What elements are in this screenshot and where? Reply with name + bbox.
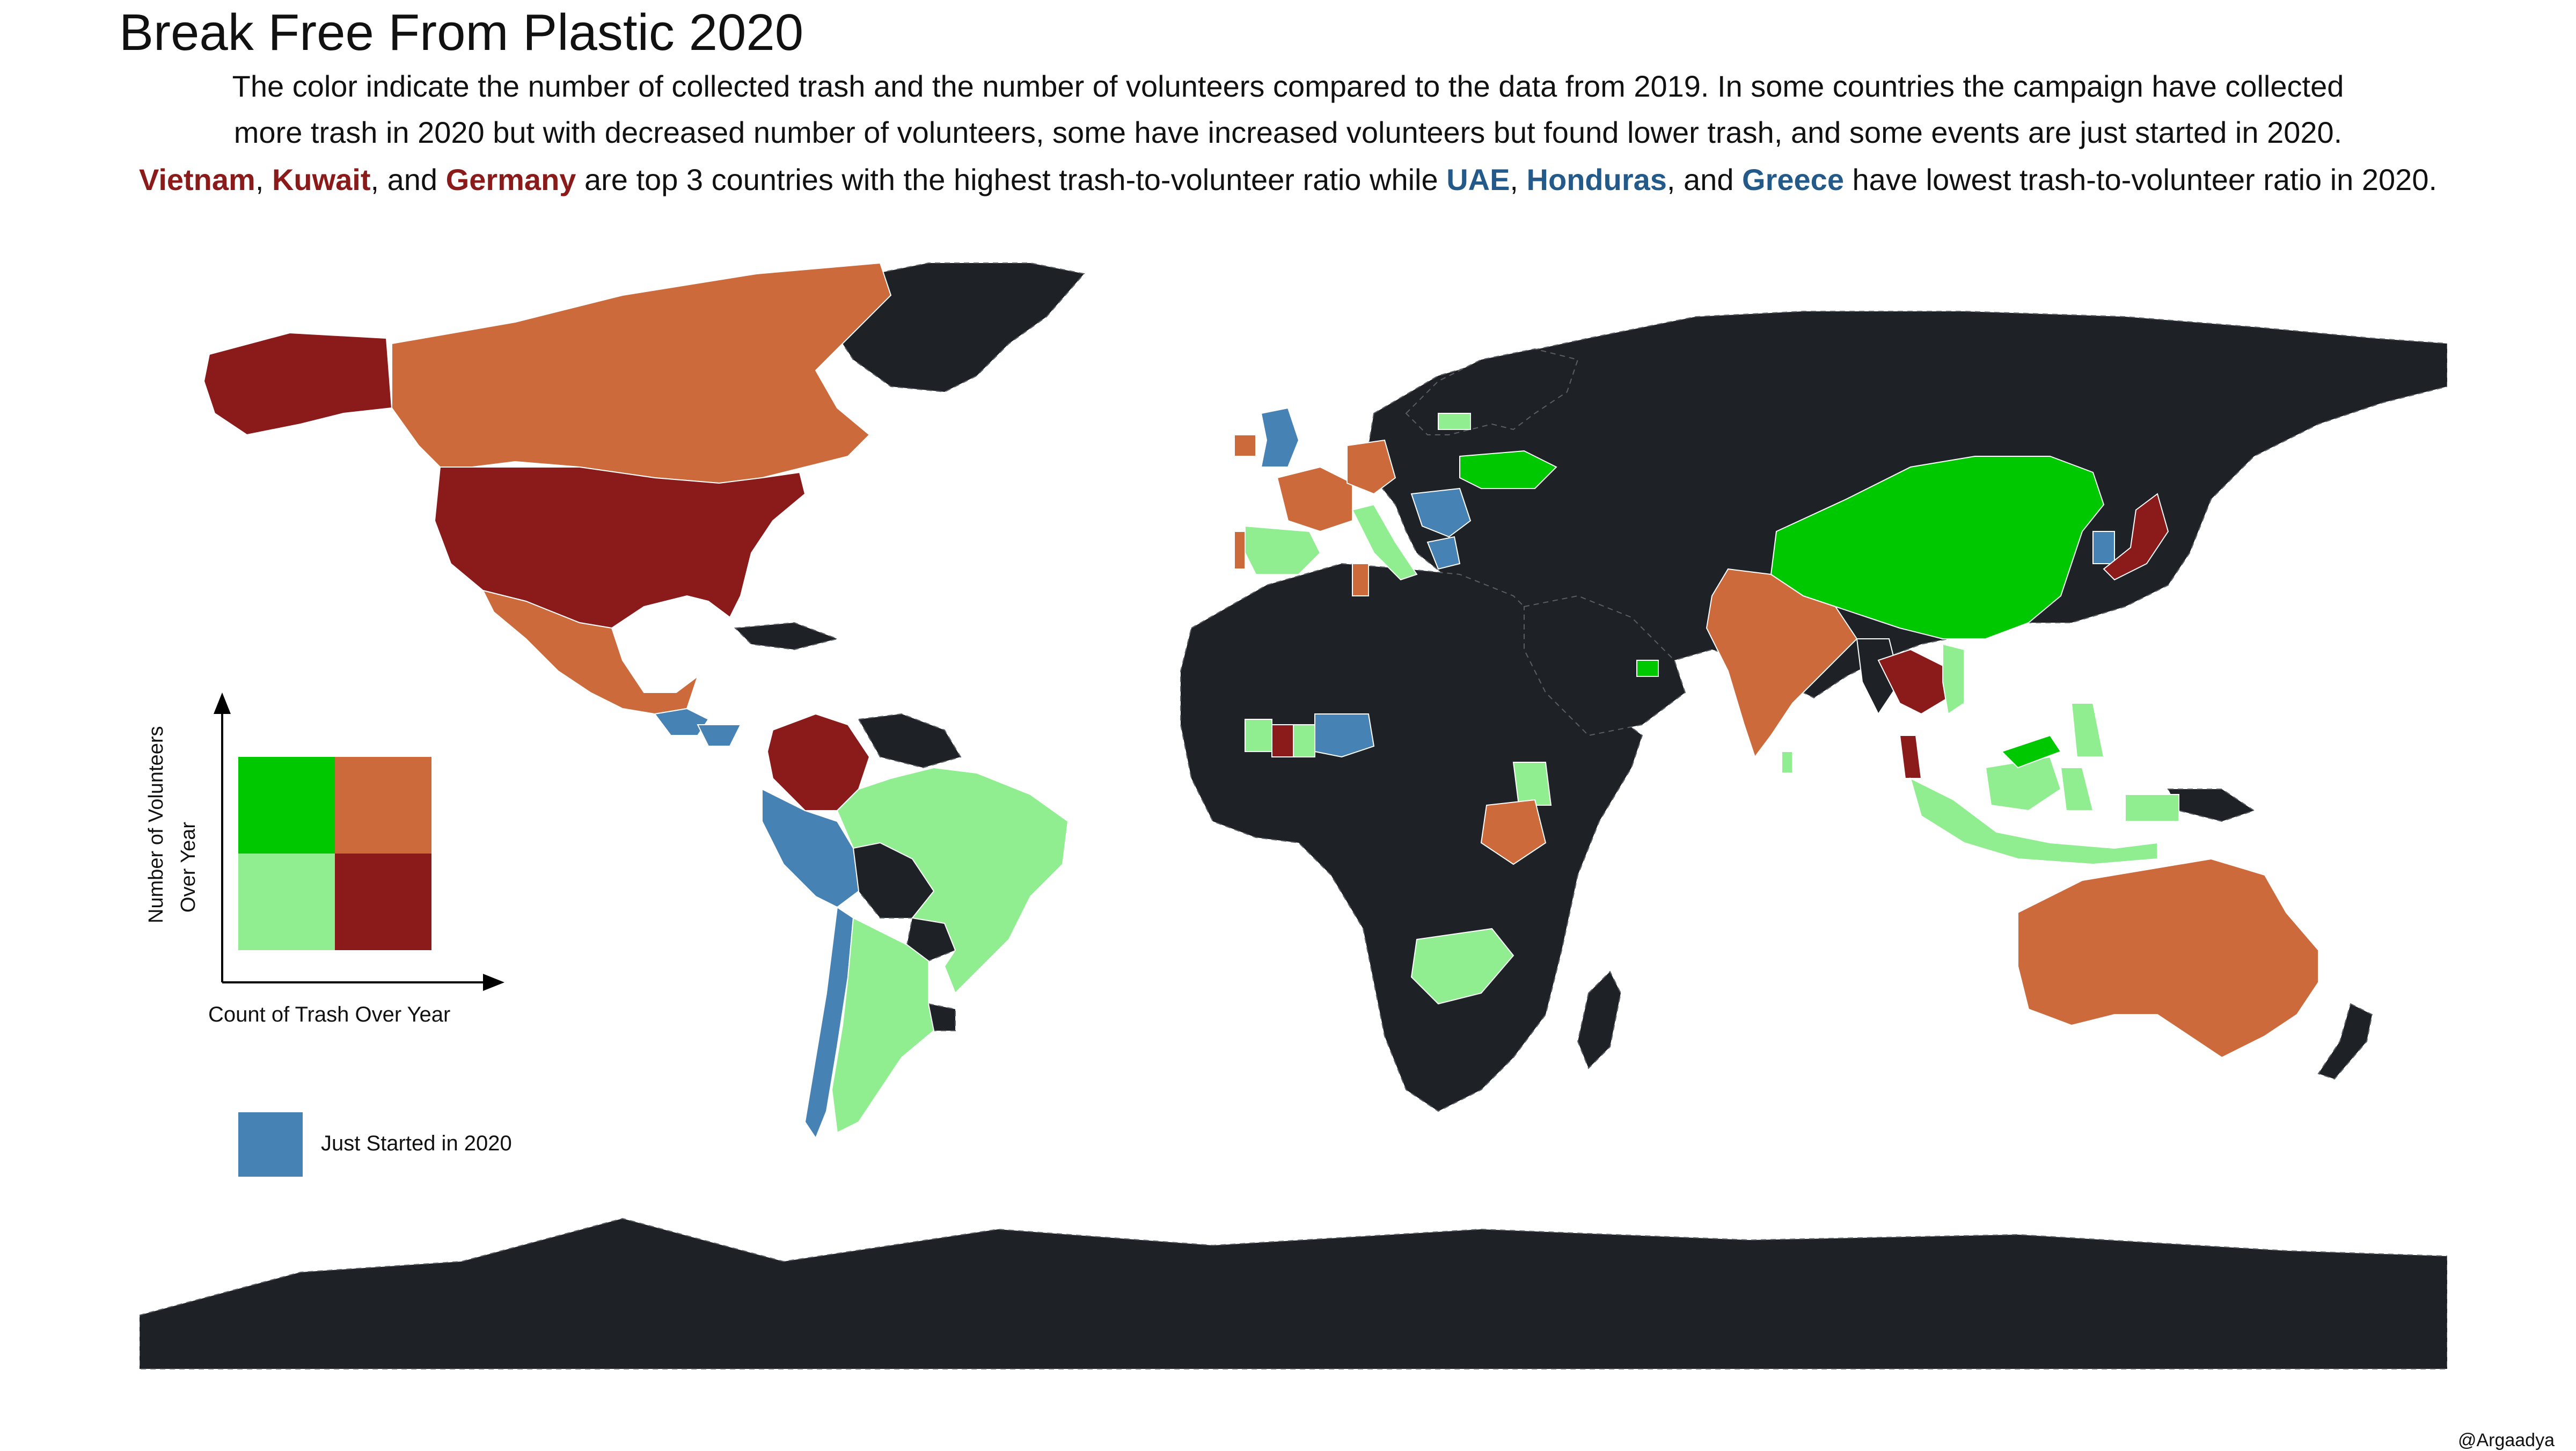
region-uk <box>1260 407 1300 468</box>
world-map <box>140 262 2447 1369</box>
legend-cell-less-volunteers-less-trash <box>238 854 335 950</box>
region-arabia <box>1524 595 1686 737</box>
subtitle-line-3: Vietnam, Kuwait, and Germany are top 3 c… <box>138 163 2438 196</box>
region-france <box>1276 466 1353 533</box>
region-greece <box>1426 536 1461 570</box>
region-sarawak <box>2001 734 2062 769</box>
region-nigeria <box>1314 713 1375 758</box>
region-argentina <box>831 917 935 1134</box>
legend-just-started-swatch <box>238 1112 303 1177</box>
region-cuba <box>734 622 839 651</box>
region-ireland <box>1234 434 1256 457</box>
region-balkans <box>1410 487 1472 538</box>
legend-just-started-label: Just Started in 2020 <box>321 1132 512 1155</box>
top-country-3: Germany <box>445 163 576 196</box>
region-germany <box>1346 439 1396 495</box>
region-cote-divoire <box>1245 719 1272 752</box>
legend-y-axis-label-2: Over Year <box>177 822 200 913</box>
bottom-country-1: UAE <box>1446 163 1510 196</box>
region-uae <box>1636 660 1659 677</box>
region-ukraine <box>1459 450 1557 489</box>
region-indonesia <box>1909 777 2158 865</box>
region-canada <box>391 262 892 484</box>
region-sri-lanka <box>1781 751 1793 774</box>
legend-x-axis-label: Count of Trash Over Year <box>208 1003 451 1026</box>
region-papua <box>2167 789 2256 822</box>
region-new-zealand <box>2317 1003 2373 1080</box>
region-brazil <box>836 767 1069 994</box>
region-west-papua <box>2125 794 2179 822</box>
region-vietnam <box>1942 643 1965 715</box>
region-italy <box>1351 504 1418 581</box>
legend-cell-more-volunteers-less-trash <box>238 757 335 854</box>
region-south-africa <box>1410 928 1514 1005</box>
subtitle-line-2: more trash in 2020 but with decreased nu… <box>233 115 2343 149</box>
region-venezuela <box>858 713 962 769</box>
region-peru <box>762 788 860 908</box>
map-title: Break Free From Plastic 2020 <box>119 4 804 61</box>
region-paraguay <box>906 917 956 962</box>
legend-y-axis-label-1: Number of Volunteers <box>145 726 167 923</box>
subtitle-end-text: have lowest trash-to-volunteer ratio in … <box>1852 163 2438 196</box>
region-libya <box>1352 563 1369 596</box>
region-mexico <box>482 589 699 715</box>
region-africa <box>1180 563 1643 1112</box>
top-country-2: Kuwait <box>272 163 371 196</box>
region-korea <box>2092 531 2115 564</box>
region-kenya <box>1512 762 1552 806</box>
top-country-1: Vietnam <box>138 163 255 196</box>
region-sulawesi <box>2060 767 2094 811</box>
region-thailand <box>1877 648 1949 715</box>
bottom-country-2: Honduras <box>1526 163 1667 196</box>
region-alaska <box>203 332 393 436</box>
bottom-country-3: Greece <box>1742 163 1844 196</box>
region-antarctica <box>140 1217 2447 1369</box>
legend-box <box>214 692 504 991</box>
subtitle-middle-text: are top 3 countries with the highest tra… <box>584 163 1438 196</box>
credit-text: @Argaadya <box>2457 1430 2555 1450</box>
region-guatemala <box>654 708 709 736</box>
region-baltics <box>1438 413 1471 430</box>
region-japan <box>2103 493 2169 581</box>
region-togo-benin <box>1293 724 1315 757</box>
region-china <box>1770 456 2105 639</box>
legend-cell-less-volunteers-more-trash <box>335 854 431 950</box>
region-honduras <box>697 724 742 747</box>
region-spain <box>1245 525 1321 575</box>
region-portugal <box>1234 531 1246 570</box>
region-ghana <box>1271 724 1294 757</box>
region-philippines <box>2070 703 2105 757</box>
region-tanzania <box>1480 799 1547 865</box>
region-australia <box>2017 858 2319 1059</box>
region-madagascar <box>1577 971 1622 1069</box>
legend-cell-more-volunteers-more-trash <box>335 757 431 854</box>
subtitle-line-1: The color indicate the number of collect… <box>232 69 2344 103</box>
region-malaysia <box>1899 735 1922 779</box>
